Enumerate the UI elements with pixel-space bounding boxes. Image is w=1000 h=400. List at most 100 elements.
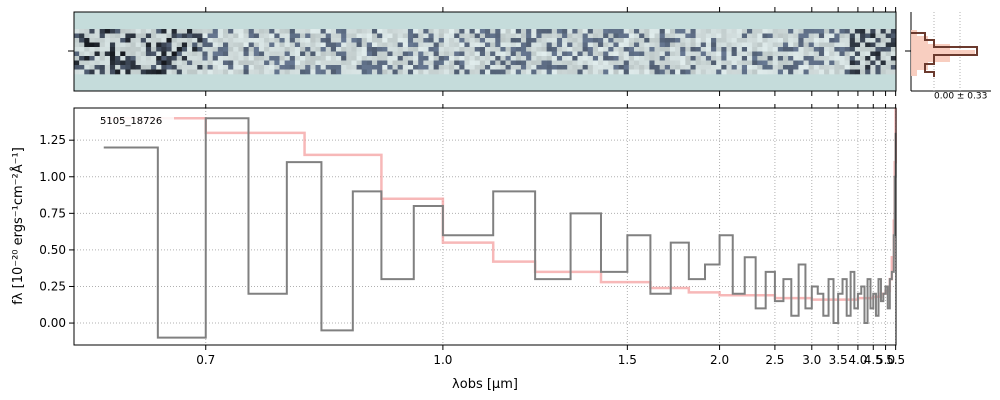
2d-pixel (402, 38, 409, 43)
2d-pixel (279, 56, 285, 61)
2d-pixel (176, 33, 183, 39)
2d-pixel (505, 47, 511, 52)
2d-pixel (115, 60, 121, 66)
2d-pixel (500, 47, 506, 52)
2d-pixel (495, 51, 501, 57)
2d-pixel (628, 33, 635, 39)
2d-pixel (156, 38, 162, 43)
2d-pixel (140, 47, 147, 52)
2d-pixel (752, 42, 758, 48)
2d-pixel (603, 42, 609, 48)
2d-pixel (551, 29, 558, 34)
2d-pixel (99, 47, 106, 52)
2d-pixel (515, 69, 522, 75)
2d-pixel (633, 47, 640, 52)
2d-pixel (443, 60, 450, 66)
2d-pixel (79, 29, 85, 34)
2d-pixel (310, 42, 316, 48)
2d-pixel (854, 56, 861, 61)
2d-pixel (885, 69, 892, 75)
2d-pixel (428, 60, 434, 66)
2d-pixel (515, 51, 522, 57)
2d-pixel (541, 38, 547, 43)
2d-pixel (449, 69, 455, 75)
2d-pixel (870, 38, 876, 43)
2d-pixel (479, 65, 486, 70)
2d-pixel (305, 42, 311, 48)
2d-pixel (387, 51, 393, 57)
2d-pixel (264, 42, 270, 48)
2d-pixel (181, 33, 188, 39)
2d-pixel (485, 56, 491, 61)
2d-pixel (644, 29, 650, 34)
2d-pixel (387, 33, 393, 39)
2d-pixel (870, 60, 876, 66)
2d-pixel (233, 69, 239, 75)
2d-pixel (171, 60, 178, 66)
2d-pixel (479, 47, 486, 52)
2d-pixel (187, 60, 193, 66)
2d-pixel (752, 29, 758, 34)
2d-pixel (120, 69, 126, 75)
2d-pixel (294, 42, 301, 48)
2d-pixel (551, 33, 558, 39)
2d-pixel (711, 47, 717, 52)
2d-pixel (808, 42, 815, 48)
2d-pixel (79, 38, 85, 43)
2d-pixel (587, 69, 594, 75)
2d-pixel (690, 38, 696, 43)
2d-pixel (721, 69, 727, 75)
2d-pixel (300, 38, 306, 43)
2d-pixel (577, 33, 583, 39)
2d-pixel (351, 29, 357, 34)
2d-pixel (818, 56, 825, 61)
2d-pixel (243, 47, 249, 52)
2d-pixel (228, 69, 234, 75)
2d-pixel (192, 42, 198, 48)
2d-pixel (320, 38, 327, 43)
2d-pixel (772, 65, 779, 70)
2d-pixel (680, 60, 686, 66)
2d-pixel (423, 69, 429, 75)
2d-pixel (839, 56, 845, 61)
2d-pixel (289, 29, 296, 34)
2d-pixel (598, 51, 604, 57)
2d-pixel (284, 56, 291, 61)
2d-pixel (269, 38, 275, 43)
2d-pixel (485, 65, 491, 70)
2d-pixel (418, 60, 424, 66)
2d-pixel (392, 38, 398, 43)
2d-pixel (377, 65, 383, 70)
2d-pixel (382, 47, 388, 52)
2d-pixel (536, 56, 542, 61)
2d-pixel (695, 38, 702, 43)
2d-pixel (644, 56, 650, 61)
2d-pixel (84, 42, 90, 48)
2d-pixel (860, 60, 866, 66)
2d-pixel (151, 69, 157, 75)
2d-pixel (289, 69, 296, 75)
2d-pixel (397, 29, 404, 34)
2d-pixel (387, 42, 393, 48)
2d-pixel (474, 42, 481, 48)
2d-pixel (490, 38, 496, 43)
2d-pixel (880, 69, 887, 75)
2d-pixel (829, 38, 835, 43)
2d-pixel (680, 47, 686, 52)
2d-pixel (89, 65, 95, 70)
2d-pixel (120, 47, 126, 52)
2d-pixel (274, 47, 280, 52)
2d-pixel (680, 33, 686, 39)
2d-pixel (300, 60, 306, 66)
2d-pixel (192, 56, 198, 61)
2d-pixel (89, 38, 95, 43)
2d-pixel (541, 60, 547, 66)
2d-pixel (279, 69, 285, 75)
2d-pixel (253, 69, 260, 75)
2d-pixel (531, 56, 537, 61)
2d-pixel (351, 60, 357, 66)
2d-pixel (274, 60, 280, 66)
2d-pixel (449, 51, 455, 57)
2d-pixel (546, 33, 553, 39)
2d-pixel (233, 33, 239, 39)
